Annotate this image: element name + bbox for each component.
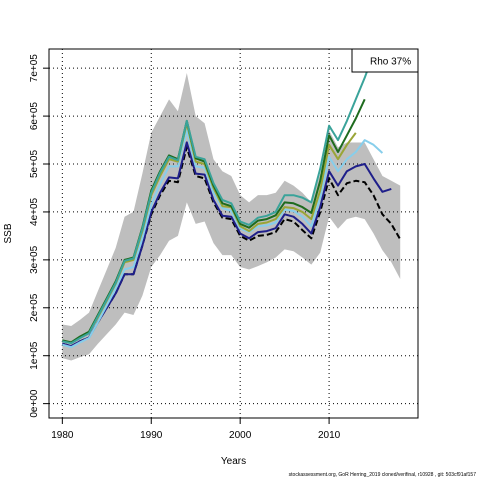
- x-tick-label: 2000: [229, 430, 252, 441]
- y-tick-label: 6e+05: [29, 102, 40, 131]
- plot-frame: [48, 48, 419, 419]
- legend-label: Rho 37%: [370, 57, 411, 68]
- y-tick-label: 5e+05: [29, 150, 40, 179]
- series-line-3: [62, 129, 384, 349]
- y-tick-label: 1e+05: [29, 341, 40, 370]
- legend: Rho 37%: [351, 48, 419, 73]
- y-tick-label: 3e+05: [29, 245, 40, 274]
- y-tick-label: 0e+00: [29, 389, 40, 418]
- y-tick-label: 7e+05: [29, 54, 40, 83]
- series-line-6: [62, 53, 375, 345]
- x-tick-label: 2010: [318, 430, 341, 441]
- y-axis: 0e+00 1e+05 2e+05 3e+05 4e+05 5e+05 6e+05 7e+05: [29, 54, 49, 418]
- series-line-1: [62, 146, 402, 348]
- y-tick-label: 2e+05: [29, 293, 40, 322]
- x-axis-title: Years: [221, 456, 246, 467]
- series-layer: [62, 53, 402, 349]
- x-axis: 1980 1990 2000 2010: [51, 418, 341, 441]
- y-tick-label: 4e+05: [29, 197, 40, 226]
- x-tick-label: 1980: [51, 430, 74, 441]
- legend-box: [351, 48, 419, 73]
- y-axis-title: SSB: [3, 223, 14, 243]
- x-tick-label: 1990: [140, 430, 163, 441]
- footer-credit: stockassessment.org, GoR Herring_2019 cl…: [288, 472, 476, 478]
- series-line-2: [62, 141, 392, 348]
